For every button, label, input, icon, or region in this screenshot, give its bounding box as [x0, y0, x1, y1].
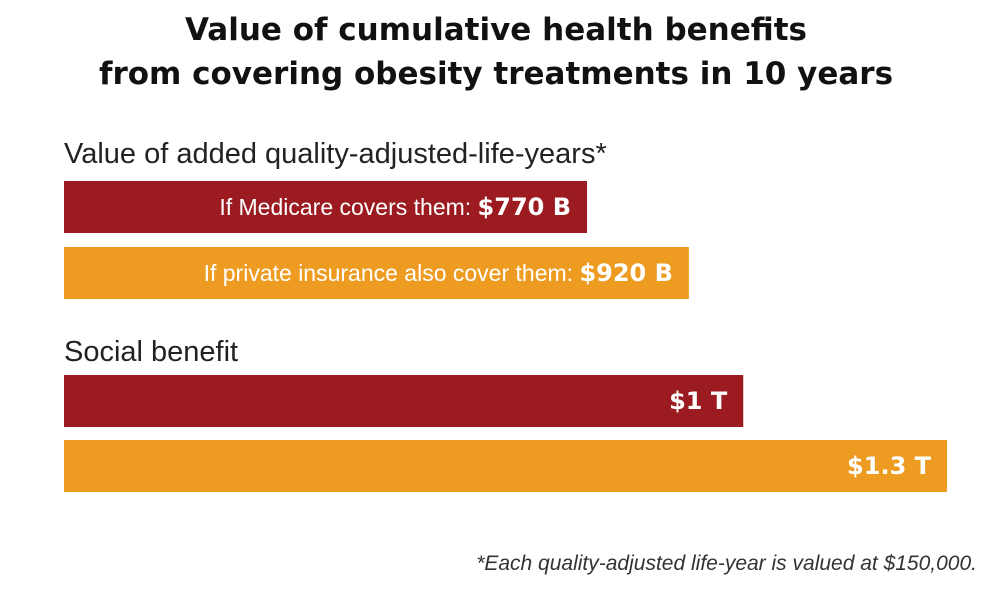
bar-medicare	[64, 181, 588, 233]
bars-layer: Value of added quality-adjusted-life-yea…	[64, 138, 947, 492]
bar-category-label: If Medicare covers them:	[219, 194, 477, 220]
bar-private	[64, 247, 689, 299]
bar-category-label: If private insurance also cover them:	[204, 260, 580, 286]
section-label: Value of added quality-adjusted-life-yea…	[64, 138, 607, 170]
section-label: Social benefit	[64, 336, 238, 368]
chart-title-line-1: Value of cumulative health benefits	[185, 12, 807, 48]
bar-value-label: $920 B	[579, 259, 672, 287]
bar-private	[64, 440, 947, 492]
chart-title-line-2: from covering obesity treatments in 10 y…	[99, 56, 893, 92]
bar-medicare	[64, 375, 744, 427]
bar-value-label: $770 B	[478, 193, 571, 221]
bar-text: $1 T	[669, 387, 728, 415]
bar-text: If private insurance also cover them: $9…	[204, 259, 673, 287]
bar-value-label: $1.3 T	[847, 452, 932, 480]
bar-value-label: $1 T	[669, 387, 728, 415]
footnote: *Each quality-adjusted life-year is valu…	[476, 552, 977, 575]
bar-text: If Medicare covers them: $770 B	[219, 193, 571, 221]
bar-text: $1.3 T	[847, 452, 932, 480]
